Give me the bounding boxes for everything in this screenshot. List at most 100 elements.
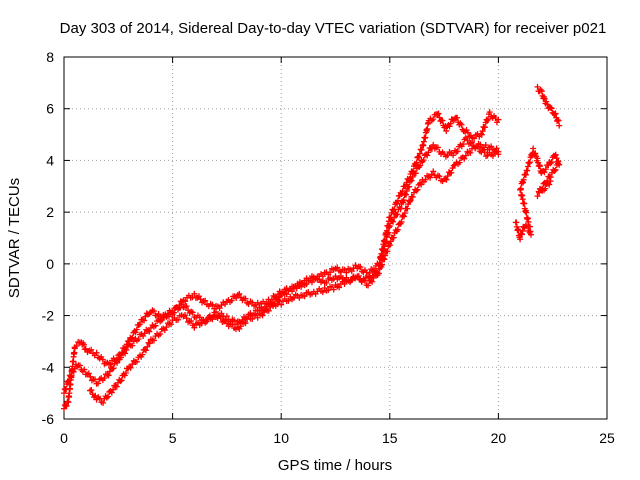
data-point: [163, 313, 170, 320]
data-point: [64, 398, 71, 405]
data-point: [552, 151, 559, 158]
data-point: [65, 399, 72, 406]
data-point: [101, 375, 108, 382]
data-point: [228, 297, 235, 304]
data-point: [554, 116, 561, 123]
data-point: [67, 373, 74, 380]
data-point: [495, 116, 502, 123]
data-point: [196, 314, 203, 321]
data-point: [271, 301, 278, 308]
data-point: [430, 116, 437, 123]
x-tick-label: 10: [273, 430, 289, 446]
data-point: [538, 88, 545, 95]
data-point: [117, 378, 124, 385]
data-point: [517, 185, 524, 192]
data-point: [137, 321, 144, 328]
data-point: [168, 321, 175, 328]
data-point: [327, 269, 334, 276]
data-point: [464, 137, 471, 144]
data-point: [118, 354, 125, 361]
x-tick-label: 20: [491, 430, 507, 446]
data-point: [301, 293, 308, 300]
data-point: [157, 330, 164, 337]
data-point: [132, 329, 139, 336]
data-point: [347, 277, 354, 284]
x-axis-label: GPS time / hours: [278, 457, 392, 474]
data-point: [520, 176, 527, 183]
data-point: [357, 264, 364, 271]
data-point: [394, 226, 401, 233]
data-point: [412, 170, 419, 177]
data-point: [448, 169, 455, 176]
data-point: [430, 168, 437, 175]
data-point: [536, 189, 543, 196]
data-point: [188, 317, 195, 324]
data-point: [152, 322, 159, 329]
data-point: [113, 383, 120, 390]
data-point: [139, 351, 146, 358]
data-point: [555, 117, 562, 124]
y-tick-label: -4: [42, 359, 55, 375]
data-point: [330, 286, 337, 293]
data-point: [129, 361, 136, 368]
data-point: [222, 317, 229, 324]
data-point: [254, 314, 261, 321]
data-point: [417, 162, 424, 169]
data-point: [82, 345, 89, 352]
data-point: [105, 372, 112, 379]
data-point: [461, 155, 468, 162]
data-point: [135, 321, 142, 328]
data-point: [403, 191, 410, 198]
data-point: [178, 301, 185, 308]
data-point: [386, 223, 393, 230]
data-point: [450, 162, 457, 169]
data-point: [486, 109, 493, 116]
data-point: [456, 159, 463, 166]
data-point: [553, 155, 560, 162]
data-point: [488, 143, 495, 150]
data-point: [467, 149, 474, 156]
data-point: [278, 292, 285, 299]
y-tick-label: 6: [46, 101, 54, 117]
data-point: [229, 321, 236, 328]
data-point: [482, 142, 489, 149]
data-point: [283, 291, 290, 298]
data-point: [176, 304, 183, 311]
data-point: [343, 269, 350, 276]
data-point: [414, 186, 421, 193]
data-point: [278, 301, 285, 308]
data-point: [556, 122, 563, 129]
data-point: [133, 358, 140, 365]
data-point: [454, 114, 461, 121]
data-point: [261, 309, 268, 316]
data-point: [524, 167, 531, 174]
data-point: [122, 350, 129, 357]
data-point: [323, 279, 330, 286]
data-point: [550, 166, 557, 173]
data-point: [418, 146, 425, 153]
data-point: [217, 315, 224, 322]
data-point: [518, 191, 525, 198]
data-point: [332, 273, 339, 280]
data-point: [237, 323, 244, 330]
data-point: [415, 153, 422, 160]
data-point: [146, 340, 153, 347]
data-point: [530, 145, 537, 152]
data-point: [223, 313, 230, 320]
data-point: [407, 197, 414, 204]
data-point: [144, 343, 151, 350]
data-point: [348, 268, 355, 275]
data-point: [548, 159, 555, 166]
data-point: [547, 160, 554, 167]
data-point: [175, 316, 182, 323]
data-point: [532, 150, 539, 157]
data-point: [259, 312, 266, 319]
data-point: [464, 129, 471, 136]
data-point: [122, 370, 129, 377]
data-point: [146, 328, 153, 335]
plot-frame: [63, 56, 608, 420]
data-point: [141, 330, 148, 337]
data-point: [547, 178, 554, 185]
data-point: [158, 315, 165, 322]
data-point: [127, 364, 134, 371]
